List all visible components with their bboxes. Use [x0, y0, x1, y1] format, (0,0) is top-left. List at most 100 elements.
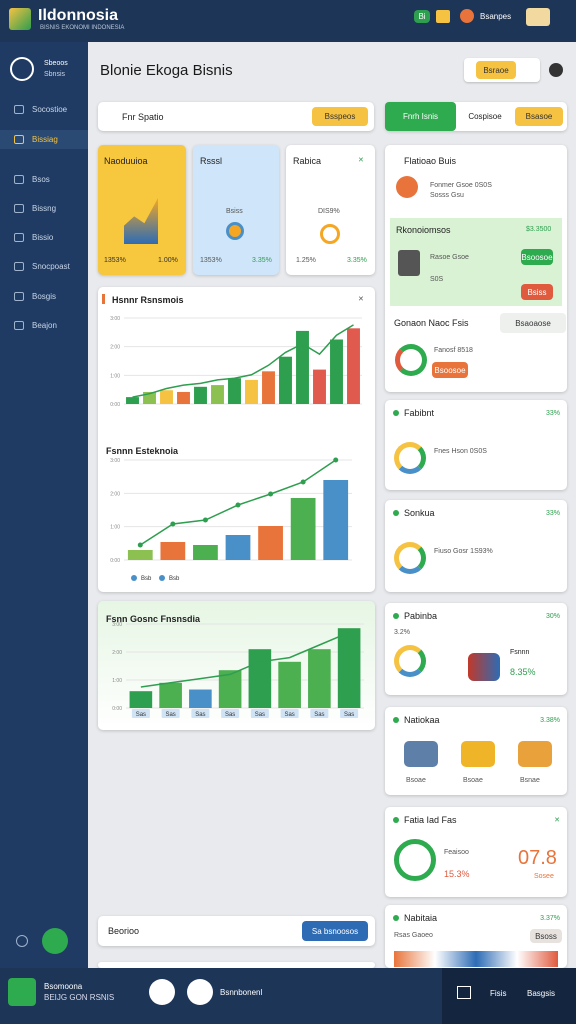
nav-item[interactable]: Bissio	[14, 233, 53, 242]
nav-item[interactable]: Bissng	[14, 204, 56, 213]
profile-name: Sbeoos	[44, 60, 68, 67]
nav-item[interactable]: Bsos	[14, 175, 50, 184]
y-tick-label: 3:00	[110, 458, 120, 464]
bar	[193, 545, 218, 560]
nav-item[interactable]: Beajon	[14, 321, 57, 330]
avatar[interactable]	[460, 9, 474, 23]
tab[interactable]: Cospisoe	[468, 112, 502, 121]
profile-sub: Sbnsis	[44, 71, 66, 78]
line-point	[268, 491, 274, 497]
bar	[177, 391, 190, 404]
side-pct: 3.37%	[540, 915, 560, 922]
bottom-nav-item[interactable]: Fisis	[490, 989, 507, 998]
bottom-nav-item[interactable]: Basgsis	[527, 989, 556, 998]
tab[interactable]: Bsasoe	[515, 107, 563, 126]
badge[interactable]: Bi	[414, 10, 430, 23]
vehicle-icon	[461, 741, 495, 767]
gear-icon[interactable]	[549, 63, 563, 77]
search-text[interactable]: Fnr Spatio	[122, 112, 164, 122]
user-name[interactable]: Bsanpes	[480, 12, 512, 21]
flag-icon[interactable]	[436, 10, 450, 23]
pill[interactable]: Bsraoe	[476, 61, 516, 79]
line-point	[170, 521, 176, 527]
nav-label[interactable]: Bosgis	[32, 292, 57, 301]
stat-left: 1353%	[104, 257, 126, 264]
y-tick-label: 0:00	[110, 558, 120, 564]
side-title: Nabitaia	[404, 913, 438, 923]
nav-item[interactable]: Bosgis	[14, 292, 56, 301]
nav-label[interactable]: Bissng	[32, 204, 57, 213]
close-icon[interactable]: ✕	[358, 157, 364, 164]
dot	[393, 717, 399, 723]
x-tick-label: Sas	[284, 712, 294, 718]
cart-icon[interactable]	[526, 8, 550, 26]
x-label-bg	[131, 709, 150, 718]
profile-icon	[10, 57, 34, 81]
button[interactable]: Bsaoaose	[500, 313, 566, 333]
nav-icon[interactable]	[457, 986, 471, 999]
nav-icon	[14, 321, 24, 330]
close-icon[interactable]: ✕	[358, 296, 364, 303]
stat-card	[98, 145, 186, 275]
button[interactable]: Bsoosoe	[521, 249, 553, 265]
nav-label[interactable]: Bissio	[32, 233, 54, 242]
nav-icon	[14, 135, 24, 144]
nav-label[interactable]: Bissiag	[32, 135, 58, 144]
button[interactable]: Bsoss	[530, 929, 562, 943]
x-label-bg	[221, 709, 240, 718]
stat-illustration	[226, 222, 244, 240]
bottom-icon[interactable]	[149, 979, 175, 1005]
bar	[278, 661, 301, 708]
side-title: Sonkua	[404, 508, 435, 518]
button[interactable]: Bsiss	[521, 284, 553, 300]
y-tick-label: 0:00	[110, 402, 120, 408]
side-pct: 33%	[545, 410, 560, 417]
nav-label[interactable]: Snocpoast	[32, 262, 70, 271]
x-label-bg	[280, 709, 299, 718]
bar	[337, 628, 361, 708]
tab[interactable]: Fnrh Isnis	[385, 102, 456, 131]
nav-item[interactable]: Snocpoast	[14, 262, 70, 271]
sidebar	[0, 42, 88, 968]
big-number: 07.8	[518, 847, 557, 869]
bottom-center[interactable]: Bsnnbonenl	[220, 988, 263, 997]
footer-button[interactable]: Sa bsnoosos	[302, 921, 368, 941]
donut	[394, 645, 426, 677]
nav-label[interactable]: Bsos	[32, 175, 50, 184]
settings-icon[interactable]	[16, 935, 28, 947]
fab[interactable]	[42, 928, 68, 954]
tagline: BISNIS EKONOMI INDONESIA	[40, 25, 125, 31]
stat-right: 3.35%	[252, 257, 272, 264]
dot	[393, 613, 399, 619]
x-tick-label: Sas	[255, 712, 265, 718]
nav-item[interactable]: Bissiag	[0, 130, 88, 149]
amount: $3.3500	[526, 226, 552, 233]
header	[0, 0, 576, 42]
card-peek	[98, 962, 375, 968]
bottom-icon[interactable]	[187, 979, 213, 1005]
nav-label[interactable]: Socostioe	[32, 105, 68, 114]
feature-icon	[394, 839, 436, 881]
bottom-name: Bsomoona	[44, 982, 83, 991]
line-point	[333, 457, 339, 463]
legend-label: Bsb	[169, 576, 180, 582]
nav-item[interactable]: Socostioe	[14, 105, 67, 114]
stat-left: 1.25%	[296, 257, 316, 264]
search-button[interactable]: Bsspeos	[312, 107, 368, 126]
y-tick-label: 3:00	[112, 622, 122, 628]
vehicle-label: Bsoae	[463, 777, 483, 784]
nav-icon	[14, 204, 24, 213]
x-tick-label: Sas	[314, 712, 324, 718]
y-tick-label: 0:00	[112, 706, 122, 712]
vehicle-label: Bsoae	[406, 777, 426, 784]
bar	[194, 386, 207, 404]
close-icon[interactable]: ✕	[554, 817, 560, 824]
button[interactable]: Bsoosoe	[432, 362, 468, 378]
nav-icon	[14, 175, 24, 184]
x-label-bg	[250, 709, 269, 718]
nav-label[interactable]: Beajon	[32, 321, 57, 330]
x-tick-label: Sas	[165, 712, 175, 718]
y-tick-label: 2:00	[110, 345, 120, 351]
bar	[330, 339, 343, 404]
